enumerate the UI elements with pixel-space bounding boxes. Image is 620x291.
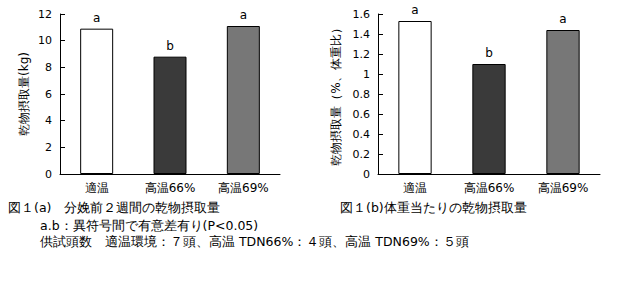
svg-text:0: 0 [45,168,52,181]
svg-text:適温: 適温 [85,181,109,195]
svg-text:0.8: 0.8 [353,88,371,101]
svg-text:乾物摂取量（%、体重比）: 乾物摂取量（%、体重比） [329,22,343,165]
svg-text:1: 1 [363,68,370,81]
svg-text:6: 6 [45,88,52,101]
svg-text:0: 0 [363,168,370,181]
svg-text:a: a [411,3,418,17]
svg-text:乾物摂取量(kg): 乾物摂取量(kg) [17,52,31,136]
svg-text:0.6: 0.6 [353,108,371,121]
svg-text:1.2: 1.2 [353,48,371,61]
svg-text:a: a [240,8,247,22]
svg-text:0.2: 0.2 [353,148,371,161]
svg-text:8: 8 [45,61,52,74]
svg-text:1.6: 1.6 [353,8,371,21]
html-text:a.b：異符号間で有意差有り(P<0.05) 供試頭数 適温: a.b：異符号間で有意差有り(P<0.05) 供試頭数 適温環境：７頭、高温 T… [40,218,469,249]
svg-text:1.4: 1.4 [353,28,371,41]
svg-text:0.4: 0.4 [353,128,371,141]
svg-text:b: b [485,46,493,60]
svg-text:高温69%: 高温69% [538,181,589,195]
svg-text:a: a [93,11,100,25]
svg-text:a: a [559,12,566,26]
svg-text:高温69%: 高温69% [218,181,269,195]
svg-text:高温66%: 高温66% [145,181,196,195]
svg-text:12: 12 [38,8,52,21]
svg-text:b: b [166,39,174,53]
svg-text:高温66%: 高温66% [464,181,515,195]
svg-text:4: 4 [45,114,52,127]
svg-text:適温: 適温 [403,181,427,195]
svg-text:10: 10 [38,34,52,47]
svg-text:2: 2 [45,141,52,154]
html-text:図１(a) 分娩前２週間の乾物摂取量: 図１(a) 分娩前２週間の乾物摂取量 [8,200,221,215]
html-text:図１(b)体重当たりの乾物摂取量: 図１(b)体重当たりの乾物摂取量 [340,200,527,215]
